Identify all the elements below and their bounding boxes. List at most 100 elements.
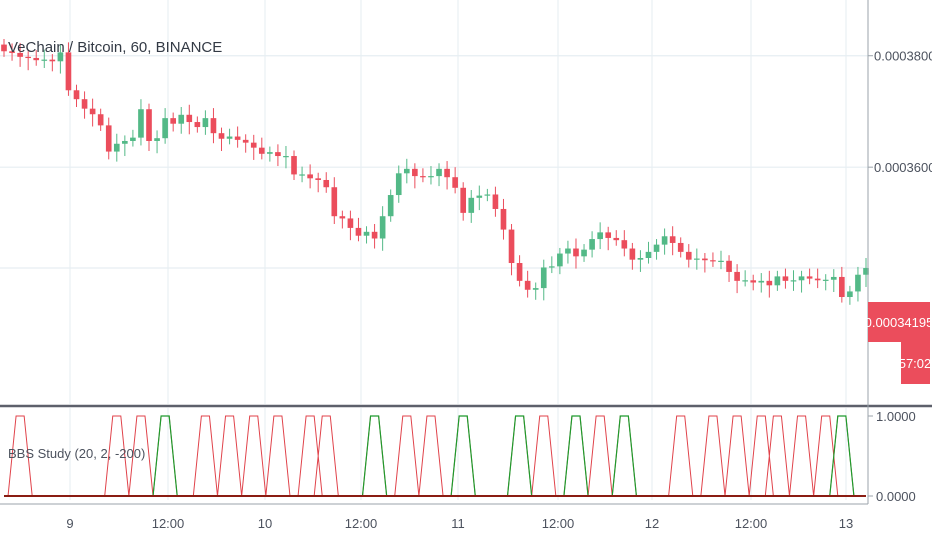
candle-body <box>702 258 708 261</box>
candle-body <box>774 276 781 286</box>
candle-body <box>790 280 797 282</box>
candle-body <box>597 232 603 240</box>
candle-body <box>565 248 571 254</box>
candle-body <box>218 133 225 139</box>
candle-body <box>258 147 265 154</box>
candle-body <box>170 118 176 124</box>
candle-body <box>532 288 539 290</box>
candle-body <box>452 177 458 188</box>
candle-body <box>428 176 434 178</box>
candle-body <box>734 271 740 281</box>
candle-body <box>758 280 765 283</box>
candle-body <box>97 114 104 126</box>
candle-body <box>548 266 555 268</box>
candle-body <box>742 280 748 282</box>
x-tick-label: 12 <box>645 516 659 531</box>
candle-body <box>73 90 80 100</box>
candle-body <box>468 197 475 213</box>
candle-body <box>782 276 789 281</box>
candle-body <box>194 122 201 128</box>
candle-body <box>355 227 362 236</box>
candle-body <box>371 231 378 239</box>
candle-body <box>387 195 394 217</box>
candle-body <box>186 114 193 123</box>
candle-body <box>508 229 515 264</box>
candle-body <box>339 216 346 219</box>
ind-y-tick-label: 0.0000 <box>876 489 916 504</box>
candle-body <box>839 276 845 298</box>
countdown-tag: 57:02 <box>899 342 932 384</box>
candle-body <box>226 136 233 139</box>
candle-body <box>726 260 732 272</box>
candle-body <box>863 268 869 275</box>
candle-body <box>806 276 813 279</box>
x-tick-label: 9 <box>66 516 73 531</box>
candle-body <box>403 168 410 174</box>
x-tick-label: 11 <box>451 516 465 531</box>
candle-body <box>275 152 281 157</box>
countdown-label: 57:02 <box>899 356 932 371</box>
candle-body <box>524 280 531 290</box>
candle-body <box>347 218 354 228</box>
candle-body <box>750 280 757 283</box>
candle-body <box>766 280 773 286</box>
candle-body <box>138 109 144 138</box>
candle-body <box>444 168 450 178</box>
candle-body <box>162 118 168 139</box>
candle-body <box>412 168 418 177</box>
candle-body <box>178 114 185 124</box>
candle-body <box>581 249 587 257</box>
x-tick-label: 12:00 <box>152 516 185 531</box>
candle-body <box>476 195 483 198</box>
candle-body <box>484 194 491 196</box>
candle-body <box>557 253 563 267</box>
candle-body <box>516 263 523 281</box>
candle-body <box>436 168 442 177</box>
candle-body <box>25 56 31 59</box>
candle-body <box>250 142 257 148</box>
ind-y-tick-label: 1.0000 <box>876 409 916 424</box>
candle-body <box>460 187 467 213</box>
candle-body <box>57 52 64 62</box>
candle-body <box>814 278 821 281</box>
indicator-title: BBS Study (20, 2, -200) <box>8 446 145 461</box>
candle-body <box>146 109 152 141</box>
candle-body <box>49 59 56 62</box>
candle-body <box>1 44 7 52</box>
candle-body <box>573 248 579 257</box>
candle-body <box>323 179 330 188</box>
candle-body <box>202 118 209 128</box>
x-tick-label: 12:00 <box>735 516 768 531</box>
candle-body <box>621 240 628 249</box>
x-tick-label: 10 <box>258 516 272 531</box>
candle-body <box>718 260 724 262</box>
candle-body <box>492 194 499 209</box>
candle-body <box>694 258 700 260</box>
candle-body <box>613 237 620 241</box>
candle-body <box>379 216 386 239</box>
candle-body <box>41 59 48 61</box>
gridlines <box>0 0 868 500</box>
x-tick-label: 13 <box>839 516 853 531</box>
candle-body <box>645 251 652 259</box>
candle-body <box>105 125 112 152</box>
current-price-label: 0.00034195 <box>865 315 932 330</box>
symbol-title: VeChain / Bitcoin, 60, BINANCE <box>8 39 222 56</box>
candle-body <box>661 236 668 245</box>
candle-body <box>677 242 684 252</box>
candle-body <box>395 173 402 196</box>
candle-body <box>629 248 636 260</box>
candle-body <box>89 108 96 115</box>
candle-body <box>9 51 15 53</box>
candle-body <box>122 140 128 144</box>
candle-body <box>234 136 241 140</box>
candle-body <box>669 236 676 243</box>
candle-body <box>847 291 853 298</box>
candle-body <box>17 52 23 57</box>
candle-body <box>589 239 595 250</box>
candle-body <box>154 138 160 141</box>
candle-body <box>307 174 313 179</box>
y-tick-label: 0.00036000 <box>874 160 932 175</box>
